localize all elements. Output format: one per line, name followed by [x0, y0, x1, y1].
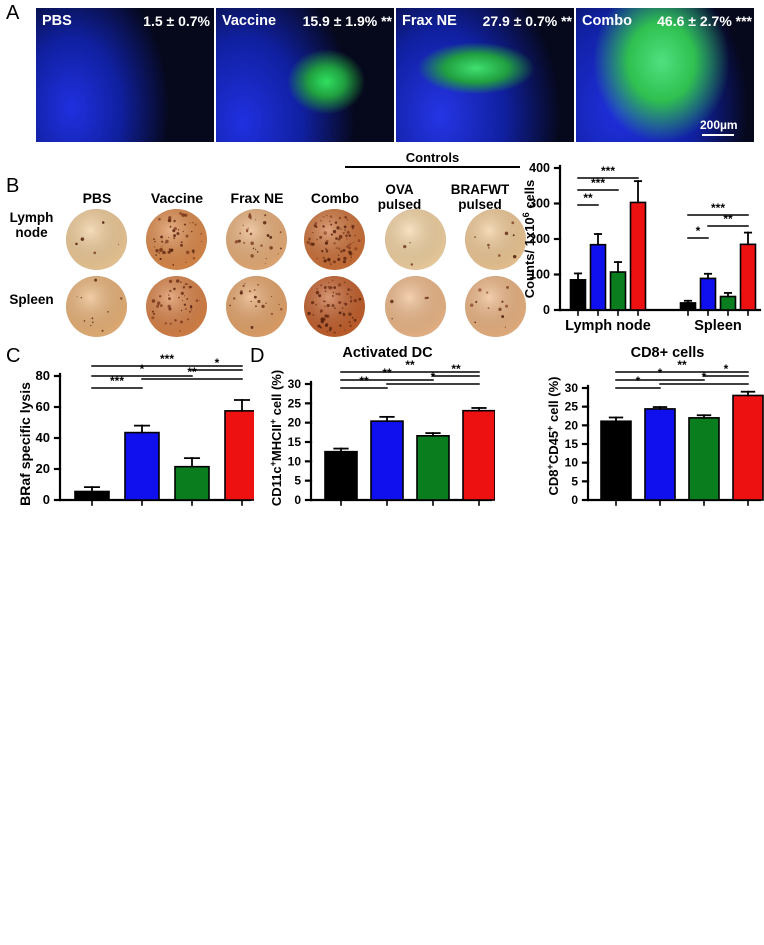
svg-text:*: * — [140, 362, 145, 376]
svg-text:60: 60 — [36, 399, 50, 414]
svg-text:0: 0 — [543, 303, 550, 317]
svg-text:0: 0 — [43, 492, 50, 507]
svg-text:15: 15 — [565, 437, 579, 451]
svg-text:Lymph node: Lymph node — [565, 318, 651, 334]
svg-text:20: 20 — [288, 416, 302, 430]
svg-text:0: 0 — [571, 493, 578, 507]
svg-text:CD11c+MHCII+ cell (%): CD11c+MHCII+ cell (%) — [268, 370, 284, 506]
svg-text:**: ** — [583, 191, 593, 205]
svg-text:***: *** — [160, 352, 174, 366]
svg-text:*: * — [431, 370, 436, 384]
svg-text:10: 10 — [288, 454, 302, 468]
svg-text:10: 10 — [565, 456, 579, 470]
svg-text:Spleen: Spleen — [694, 318, 742, 334]
svg-text:BRaf specific lysis: BRaf specific lysis — [17, 382, 33, 506]
svg-text:*: * — [658, 366, 663, 380]
svg-text:**: ** — [382, 366, 392, 380]
svg-text:30: 30 — [565, 381, 579, 395]
svg-text:*: * — [636, 374, 641, 388]
svg-text:**: ** — [405, 360, 415, 372]
svg-text:**: ** — [723, 212, 733, 226]
svg-text:*: * — [215, 356, 220, 370]
svg-text:CD8+CD45+ cell (%): CD8+CD45+ cell (%) — [545, 376, 561, 495]
svg-text:*: * — [724, 362, 729, 376]
svg-text:**: ** — [451, 362, 461, 376]
svg-text:20: 20 — [565, 418, 579, 432]
svg-text:Counts/ 1x106 cells: Counts/ 1x106 cells — [521, 180, 537, 299]
svg-text:**: ** — [359, 374, 369, 388]
svg-text:25: 25 — [565, 400, 579, 414]
svg-text:80: 80 — [36, 368, 50, 383]
svg-text:25: 25 — [288, 396, 302, 410]
svg-text:400: 400 — [529, 161, 550, 175]
svg-text:***: *** — [110, 374, 124, 388]
svg-text:40: 40 — [36, 430, 50, 445]
svg-text:15: 15 — [288, 435, 302, 449]
svg-text:20: 20 — [36, 461, 50, 476]
svg-text:5: 5 — [294, 474, 301, 488]
svg-text:0: 0 — [294, 493, 301, 507]
svg-text:5: 5 — [571, 474, 578, 488]
svg-text:***: *** — [591, 176, 605, 190]
svg-text:*: * — [702, 370, 707, 384]
svg-text:*: * — [696, 224, 701, 238]
svg-text:30: 30 — [288, 377, 302, 391]
svg-text:**: ** — [677, 358, 687, 372]
svg-text:**: ** — [187, 365, 197, 379]
